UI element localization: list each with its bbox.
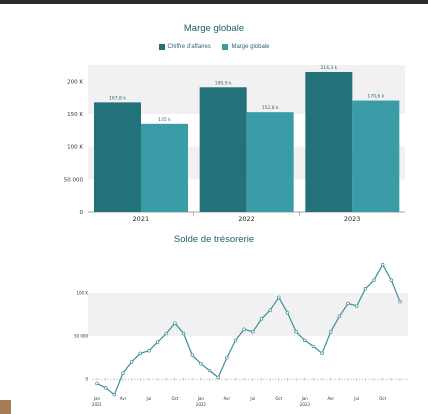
legend-item-revenue[interactable]: Chiffre d'affaires	[158, 44, 211, 50]
data-point	[207, 368, 212, 373]
y-tick-label: 100 K	[67, 145, 83, 151]
data-point	[112, 392, 117, 397]
legend-label-revenue: Chiffre d'affaires	[167, 44, 211, 50]
data-point	[354, 304, 359, 308]
x-tick-label: Jan	[301, 396, 309, 401]
data-point	[129, 360, 134, 364]
data-label: 214,3 k	[320, 65, 337, 71]
data-point	[285, 311, 290, 315]
x-tick-label: Avr	[327, 396, 334, 401]
bar	[352, 100, 400, 212]
y-tick-label: 200 K	[67, 79, 83, 85]
x-tick-label: Jan	[93, 396, 101, 401]
x-tick-label: Jul	[249, 396, 255, 401]
data-label: 170,6 k	[367, 94, 384, 100]
data-point	[328, 330, 333, 334]
data-point	[398, 299, 402, 304]
bar-chart-title: Marge globale	[183, 23, 245, 34]
x-tick-label: Jul	[353, 396, 359, 401]
y-tick-label: 50 000	[64, 177, 84, 183]
data-point	[233, 338, 238, 343]
bar	[305, 71, 353, 213]
x-tick-year: 2022	[196, 402, 207, 407]
x-tick-label: Oct	[275, 396, 282, 401]
data-point	[147, 349, 151, 353]
data-point	[346, 301, 350, 306]
x-tick-label: 2023	[344, 215, 361, 223]
bar	[94, 102, 141, 212]
data-label: 190,9 k	[215, 80, 232, 86]
data-point	[311, 344, 316, 349]
corner-mark	[0, 400, 11, 414]
data-point	[216, 375, 220, 380]
y-tick-label: 150 K	[67, 112, 83, 118]
data-point	[277, 295, 281, 300]
data-point	[173, 321, 177, 325]
legend-swatch-revenue	[158, 44, 165, 50]
line-chart-title: Solde de trésorerie	[173, 234, 255, 245]
grid-band	[88, 293, 408, 337]
data-point	[190, 353, 194, 357]
data-point	[363, 287, 368, 291]
x-tick-label: Avr	[120, 396, 127, 401]
y-tick-label: 0	[85, 377, 88, 382]
data-point	[337, 314, 342, 319]
data-point	[294, 330, 298, 334]
data-point	[225, 355, 229, 360]
data-point	[181, 331, 186, 336]
data-label: 135 k	[158, 117, 171, 123]
data-label: 152,8 k	[262, 105, 279, 111]
bar-chart-legend: Chiffre d'affaires Marge globale	[0, 44, 428, 52]
x-tick-label: Jul	[146, 396, 152, 401]
x-tick-label: Oct	[379, 396, 386, 401]
data-point	[103, 386, 108, 390]
data-point	[121, 371, 125, 375]
data-point	[389, 278, 394, 282]
x-tick-label: 2021	[133, 215, 150, 223]
x-tick-label: 2022	[238, 215, 255, 223]
data-point	[251, 330, 255, 334]
top-border	[0, 0, 428, 4]
x-tick-label: Jan	[197, 396, 205, 401]
x-tick-year: 2021	[92, 402, 103, 407]
x-tick-year: 2023	[300, 402, 311, 407]
data-point	[155, 340, 160, 344]
data-point	[164, 331, 169, 336]
bar	[141, 123, 188, 212]
legend-label-margin: Marge globale	[231, 44, 270, 50]
y-tick-label: 100 K	[76, 291, 88, 296]
bar	[199, 87, 247, 212]
data-point	[259, 317, 264, 321]
data-point	[199, 361, 203, 366]
data-label: 167,8 k	[109, 95, 126, 101]
data-point	[95, 381, 99, 386]
legend-swatch-margin	[222, 44, 229, 50]
grid-band	[88, 65, 405, 82]
data-point	[372, 278, 376, 282]
data-point	[380, 262, 385, 267]
legend-item-margin[interactable]: Marge globale	[222, 44, 269, 50]
data-point	[242, 327, 246, 331]
data-point	[138, 351, 143, 356]
data-point	[268, 308, 272, 313]
x-tick-label: Avr	[224, 396, 231, 401]
y-tick-label: 0	[80, 210, 84, 216]
y-tick-label: 50 000	[74, 334, 88, 339]
bar	[246, 112, 294, 212]
data-point	[320, 351, 324, 356]
data-point	[303, 338, 307, 343]
x-tick-label: Oct	[171, 396, 178, 401]
